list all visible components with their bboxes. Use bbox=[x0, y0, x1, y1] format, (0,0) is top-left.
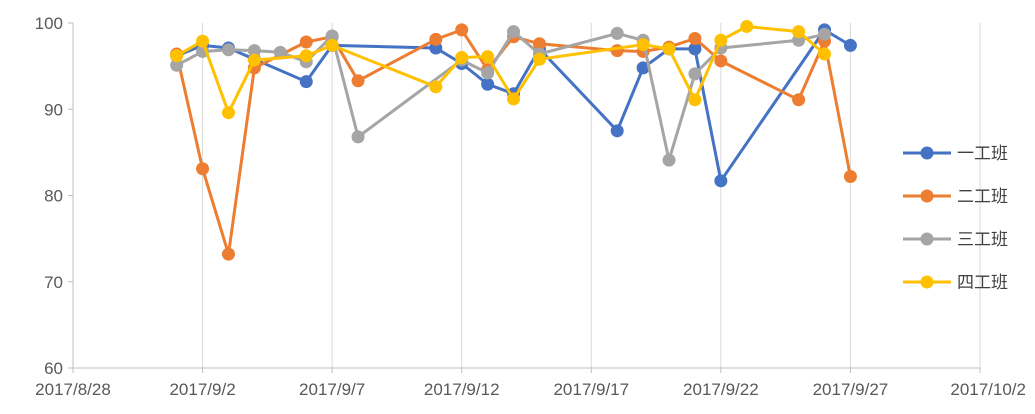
series-line-3 bbox=[175, 30, 826, 162]
data-point-series-2 bbox=[351, 74, 365, 88]
data-point-series-2 bbox=[610, 44, 624, 58]
legend-label-2: 二工班 bbox=[957, 187, 1008, 207]
data-point-series-3 bbox=[221, 43, 235, 57]
legend-label-3: 三工班 bbox=[957, 230, 1008, 250]
data-point-series-3 bbox=[247, 44, 261, 58]
data-point-series-3 bbox=[818, 27, 832, 41]
data-point-series-4 bbox=[247, 53, 261, 67]
data-point-series-2 bbox=[196, 162, 210, 176]
data-point-series-3 bbox=[662, 153, 676, 167]
data-point-series-3 bbox=[507, 25, 521, 39]
data-point-series-4 bbox=[299, 49, 313, 63]
x-tick-label: 2017/9/2 bbox=[169, 380, 235, 399]
data-point-series-4 bbox=[170, 49, 184, 63]
data-point-series-4 bbox=[455, 51, 469, 64]
data-point-series-1 bbox=[688, 42, 702, 56]
data-point-series-2 bbox=[532, 37, 546, 51]
data-point-series-4 bbox=[662, 42, 676, 56]
data-point-series-2 bbox=[429, 32, 443, 46]
data-point-series-4 bbox=[221, 106, 235, 120]
data-point-series-2 bbox=[455, 23, 469, 37]
data-point-series-3 bbox=[688, 67, 702, 81]
data-point-series-1 bbox=[714, 174, 728, 188]
data-point-series-4 bbox=[325, 38, 339, 52]
data-point-series-2 bbox=[221, 247, 235, 261]
y-tick-label: 80 bbox=[44, 187, 63, 206]
data-point-series-2 bbox=[792, 93, 806, 107]
data-point-series-3 bbox=[351, 130, 365, 144]
y-tick-label: 90 bbox=[44, 100, 63, 119]
x-tick-label: 2017/8/28 bbox=[35, 380, 111, 399]
data-point-series-2 bbox=[299, 35, 313, 49]
data-point-series-2 bbox=[714, 54, 728, 68]
legend-marker-1 bbox=[920, 146, 934, 160]
legend-marker-3 bbox=[920, 232, 934, 246]
data-point-series-4 bbox=[688, 93, 702, 107]
data-point-series-1 bbox=[299, 75, 313, 89]
data-point-series-1 bbox=[636, 61, 650, 75]
data-point-series-2 bbox=[843, 170, 857, 184]
data-point-series-1 bbox=[610, 124, 624, 138]
data-point-series-3 bbox=[325, 29, 339, 43]
data-point-series-4 bbox=[429, 80, 443, 94]
data-point-series-2 bbox=[688, 32, 702, 46]
data-point-series-4 bbox=[792, 25, 806, 39]
data-point-series-3 bbox=[610, 26, 624, 40]
x-tick-label: 2017/9/22 bbox=[683, 380, 759, 399]
x-tick-label: 2017/9/17 bbox=[553, 380, 629, 399]
data-point-series-1 bbox=[843, 38, 857, 52]
legend-marker-4 bbox=[920, 275, 934, 289]
data-point-series-4 bbox=[740, 19, 754, 33]
data-point-series-4 bbox=[532, 52, 546, 66]
y-tick-label: 100 bbox=[35, 14, 63, 33]
y-tick-label: 70 bbox=[44, 273, 63, 292]
x-tick-label: 2017/9/7 bbox=[299, 380, 365, 399]
data-point-series-3 bbox=[273, 45, 287, 59]
data-point-series-3 bbox=[481, 66, 495, 80]
data-point-series-4 bbox=[196, 34, 210, 48]
series-line-4 bbox=[175, 25, 826, 115]
data-point-series-4 bbox=[714, 33, 728, 47]
legend-label-1: 一工班 bbox=[957, 144, 1008, 164]
data-point-series-4 bbox=[507, 92, 521, 106]
legend-label-4: 四工班 bbox=[957, 273, 1008, 293]
legend-marker-2 bbox=[920, 189, 934, 203]
data-point-series-4 bbox=[636, 38, 650, 52]
data-point-series-4 bbox=[481, 50, 495, 64]
data-point-series-1 bbox=[481, 77, 495, 91]
data-point-series-3 bbox=[170, 58, 184, 72]
y-tick-label: 60 bbox=[44, 359, 63, 378]
x-tick-label: 2017/9/12 bbox=[424, 380, 500, 399]
x-tick-label: 2017/10/2 bbox=[950, 380, 1026, 399]
x-tick-label: 2017/9/27 bbox=[813, 380, 889, 399]
data-point-series-4 bbox=[818, 47, 832, 61]
